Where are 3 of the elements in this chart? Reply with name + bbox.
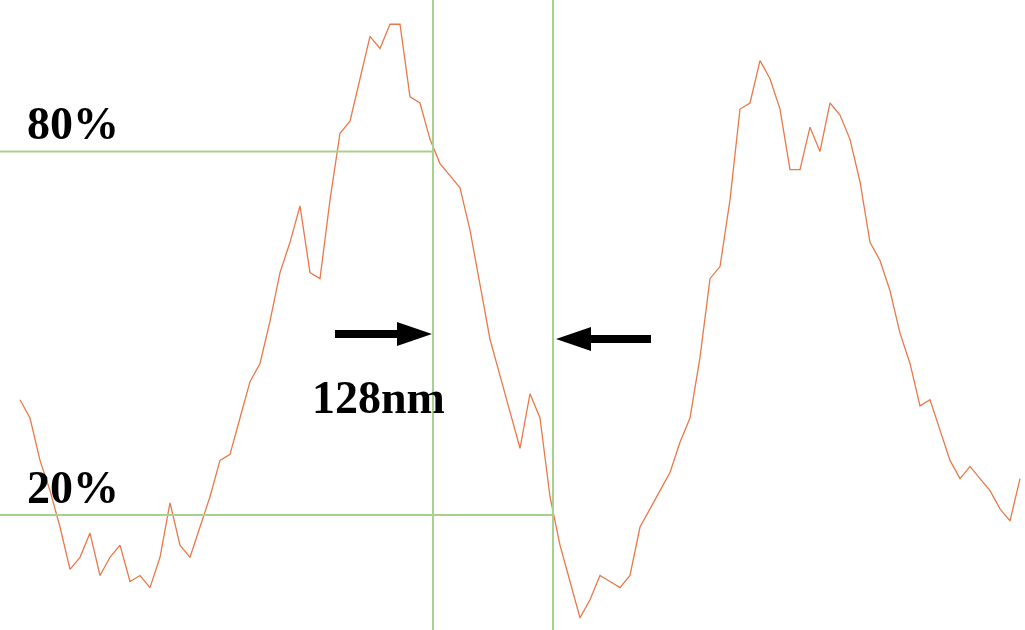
ref-line-label: 20% <box>27 462 119 513</box>
annotation: 128nm <box>312 372 445 423</box>
ref-line-label: 80% <box>27 98 119 149</box>
